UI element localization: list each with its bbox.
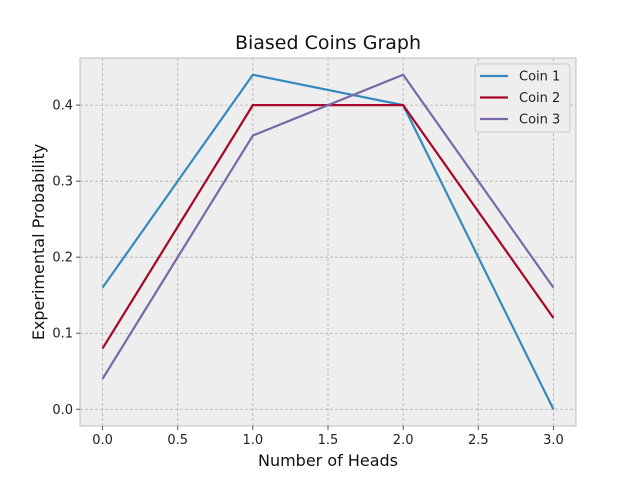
- y-tick-label: 0.4: [52, 99, 73, 114]
- chart-title: Biased Coins Graph: [235, 32, 421, 54]
- legend-box: [474, 63, 571, 133]
- y-tick-label: 0.0: [52, 403, 73, 418]
- x-tick-label: 1.0: [243, 433, 264, 448]
- legend-label-coin-1: Coin 1: [519, 70, 560, 85]
- x-tick-label: 2.0: [393, 433, 414, 448]
- x-tick-label: 0.5: [167, 433, 188, 448]
- y-axis: 0.0 0.1 0.2 0.3 0.4: [52, 99, 80, 418]
- y-tick-label: 0.2: [52, 251, 73, 266]
- series-layer: [101, 73, 555, 410]
- series-line-coin-1: [101, 73, 555, 410]
- y-tick-label: 0.3: [52, 175, 73, 190]
- y-axis-label: Experimental Probability: [29, 144, 48, 340]
- x-tick-label: 0.0: [92, 433, 113, 448]
- x-tick-label: 1.5: [318, 433, 339, 448]
- series-line-coin-3: [101, 73, 555, 380]
- x-tick-label: 3.0: [543, 433, 564, 448]
- legend-label-coin-2: Coin 2: [519, 91, 560, 106]
- legend-label-coin-3: Coin 3: [519, 113, 560, 128]
- y-tick-label: 0.1: [52, 327, 73, 342]
- x-axis: 0.0 0.5 1.0 1.5 2.0 2.5 3.0: [92, 426, 564, 448]
- legend: Coin 1 Coin 2 Coin 3: [474, 63, 571, 133]
- x-tick-label: 2.5: [468, 433, 489, 448]
- x-axis-label: Number of Heads: [258, 451, 398, 470]
